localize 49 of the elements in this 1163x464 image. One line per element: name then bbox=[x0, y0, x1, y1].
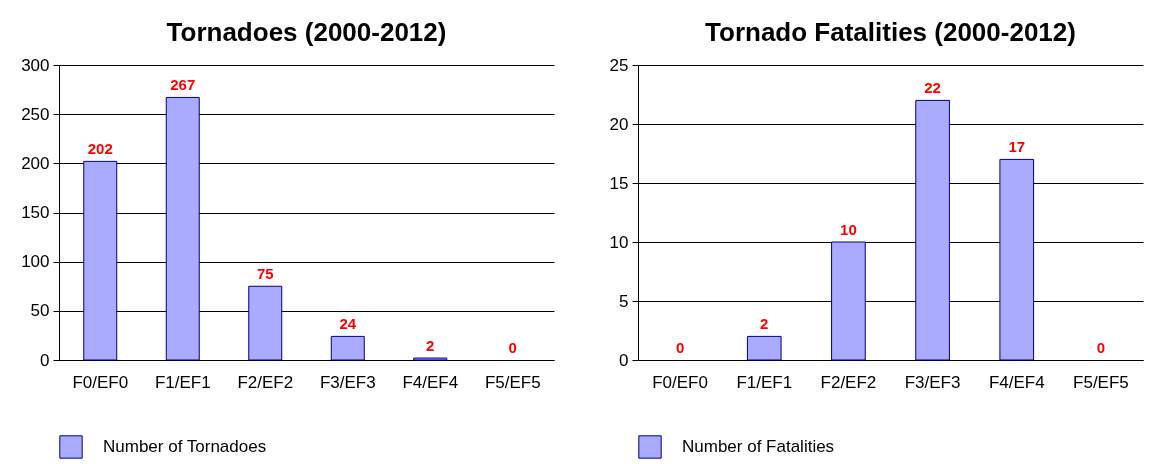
data-label: 17 bbox=[1008, 138, 1026, 156]
data-label: 2 bbox=[760, 315, 769, 333]
y-tick-label: 15 bbox=[609, 173, 629, 193]
x-tick-label: F0/EF0 bbox=[652, 372, 708, 392]
x-tick-label: F3/EF3 bbox=[904, 372, 961, 392]
y-tick-label: 300 bbox=[21, 55, 50, 75]
data-label: 0 bbox=[508, 339, 517, 356]
x-tick-label: F5/EF5 bbox=[1073, 372, 1129, 392]
y-tick-label: 50 bbox=[30, 301, 50, 321]
data-label: 22 bbox=[924, 79, 941, 97]
y-tick-label: 150 bbox=[21, 203, 50, 222]
x-tick-label: F5/EF5 bbox=[484, 372, 541, 392]
data-label: 24 bbox=[339, 315, 357, 333]
y-tick-label: 0 bbox=[40, 350, 50, 370]
x-tick-label: F2/EF2 bbox=[237, 372, 294, 392]
x-tick-label: F2/EF2 bbox=[820, 372, 877, 392]
data-label: 0 bbox=[675, 339, 685, 356]
data-label: 10 bbox=[840, 221, 857, 238]
bar bbox=[165, 96, 200, 361]
bar bbox=[915, 99, 950, 361]
x-tick-label: F1/EF1 bbox=[736, 372, 793, 392]
x-tick-label: F3/EF3 bbox=[319, 372, 376, 392]
data-label: 75 bbox=[256, 265, 274, 283]
x-tick-label: F4/EF4 bbox=[988, 372, 1045, 392]
bar bbox=[999, 158, 1035, 361]
chart-title: Tornado Fatalities (2000-2012) bbox=[705, 17, 1076, 47]
y-tick-label: 25 bbox=[609, 55, 629, 75]
bar bbox=[831, 241, 866, 361]
y-tick-label: 0 bbox=[619, 350, 629, 370]
data-label: 267 bbox=[170, 76, 196, 94]
x-tick-label: F4/EF4 bbox=[402, 372, 459, 392]
y-tick-label: 10 bbox=[609, 232, 629, 252]
x-tick-label: F1/EF1 bbox=[154, 372, 211, 392]
bar bbox=[83, 160, 118, 361]
x-tick-label: F0/EF0 bbox=[72, 372, 129, 392]
legend-label: Number of Fatalities bbox=[682, 437, 835, 456]
y-tick-label: 5 bbox=[619, 291, 629, 311]
legend-label: Number of Tornadoes bbox=[103, 437, 267, 456]
bar bbox=[248, 285, 283, 361]
chart-title: Tornadoes (2000-2012) bbox=[166, 17, 447, 47]
y-tick-label: 20 bbox=[609, 114, 629, 134]
data-label: 0 bbox=[1096, 339, 1106, 356]
y-tick-label: 200 bbox=[21, 153, 50, 173]
data-label: 202 bbox=[87, 140, 113, 158]
bar bbox=[746, 335, 782, 361]
bar bbox=[330, 335, 365, 361]
y-tick-label: 250 bbox=[21, 104, 50, 124]
data-label: 2 bbox=[426, 337, 435, 355]
y-tick-label: 100 bbox=[21, 252, 50, 272]
